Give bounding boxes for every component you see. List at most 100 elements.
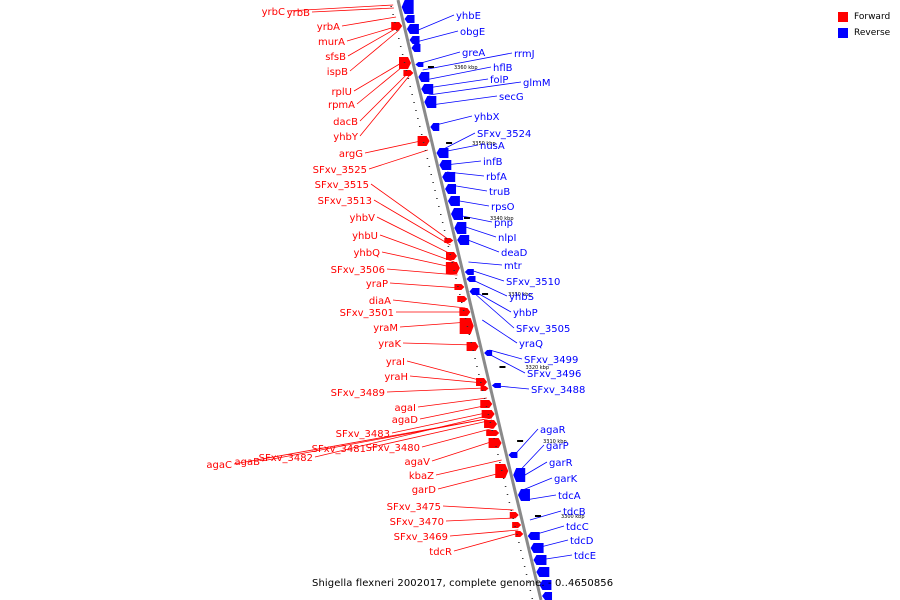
axis-dot — [508, 502, 511, 503]
axis-dot — [428, 166, 431, 167]
forward-gene-label-agac: agaC — [206, 460, 232, 471]
reverse-gene-label-rbfa: rbfA — [486, 172, 507, 183]
forward-gene-label-ispb: ispB — [327, 67, 348, 78]
forward-gene-block-37 — [480, 400, 493, 408]
axis-dot — [504, 486, 507, 487]
axis-dot — [493, 438, 495, 439]
forward-connector-sfxv-3525 — [368, 149, 428, 170]
reverse-gene-label-pnp: pnp — [494, 218, 513, 229]
reverse-swatch — [838, 27, 848, 38]
axis-dot — [407, 78, 410, 79]
axis-dot — [411, 94, 413, 95]
axis-dot — [445, 238, 448, 239]
reverse-gene-block-16 — [442, 172, 456, 182]
axis-dot — [447, 246, 450, 247]
forward-gene-label-yhby: yhbY — [333, 132, 359, 143]
reverse-gene-block-0 — [401, 0, 414, 14]
forward-gene-label-yrba: yrbA — [317, 22, 340, 33]
reverse-gene-label-gark: garK — [554, 474, 578, 485]
forward-connector-yrai — [406, 360, 483, 382]
forward-gene-label-agav: agaV — [405, 457, 431, 468]
kbp-tick-mark — [534, 515, 541, 517]
forward-gene-block-27 — [454, 284, 465, 290]
kbp-tick-label: 3300 kbp — [561, 514, 585, 520]
reverse-connector-trub — [450, 184, 488, 192]
axis-dot — [419, 126, 421, 127]
axis-dot — [491, 430, 493, 431]
axis-dot — [455, 278, 457, 279]
axis-dot — [453, 270, 455, 271]
axis-dot — [495, 446, 497, 447]
reverse-connector-yhbp — [475, 291, 512, 313]
gene-labels: yrbC yrbB yrbA murA sfsB ispB rplU rpmA dacB yhbY… — [206, 7, 596, 562]
kbp-tick-mark — [517, 440, 524, 442]
legend-forward: Forward — [838, 9, 898, 24]
axis-dot — [527, 582, 530, 583]
forward-gene-label-agad: agaD — [392, 415, 419, 426]
axis-dot — [424, 150, 427, 151]
forward-gene-block-7 — [403, 70, 414, 76]
forward-connector-agad — [419, 404, 489, 420]
axis-dot — [501, 470, 503, 471]
reverse-connector-sfxv-3505 — [476, 294, 515, 329]
reverse-gene-block-33 — [484, 350, 493, 356]
axis-dot — [510, 510, 513, 511]
axis-dot — [512, 518, 514, 519]
forward-connector-sfxv-3513 — [373, 199, 451, 246]
reverse-gene-block-19 — [451, 208, 464, 220]
forward-gene-block-24 — [445, 262, 460, 274]
forward-connector-yhbq — [381, 251, 456, 269]
reverse-gene-label-sfxv-3499: SFxv_3499 — [524, 355, 578, 366]
axis-dot — [409, 86, 411, 87]
forward-gene-label-agai: agaI — [394, 403, 416, 414]
kbp-tick-mark — [463, 217, 470, 219]
forward-gene-label-yram: yraM — [373, 323, 398, 334]
axis-dot — [430, 174, 432, 175]
kbp-tick-label: 3320 kbp — [525, 365, 549, 371]
reverse-gene-label-secg: secG — [499, 92, 524, 103]
forward-gene-label-yrbc: yrbC — [262, 7, 285, 18]
axis-dot — [443, 230, 446, 231]
forward-connector-sfxv-3469 — [449, 529, 519, 537]
forward-gene-label-yrak: yraK — [378, 339, 401, 350]
reverse-gene-block-45 — [517, 489, 530, 501]
axis-dot — [520, 550, 522, 551]
reverse-gene-label-yhbe: yhbE — [456, 11, 481, 22]
reverse-gene-block-17 — [445, 184, 457, 194]
reverse-gene-block-9 — [418, 72, 430, 82]
forward-gene-label-rpma: rpmA — [328, 100, 355, 111]
forward-gene-block-13 — [417, 136, 430, 146]
reverse-gene-block-12 — [430, 123, 440, 131]
reverse-gene-label-sfxv-3510: SFxv_3510 — [506, 277, 560, 288]
forward-connector-mura — [346, 25, 399, 42]
forward-connector-agav — [431, 439, 497, 462]
forward-connector-yram — [399, 321, 469, 328]
axis-dot — [392, 14, 394, 15]
forward-gene-label-sfxv-3470: SFxv_3470 — [390, 517, 444, 528]
reverse-connector-glmm — [428, 81, 522, 96]
axis-dot — [485, 406, 488, 407]
reverse-gene-block-18 — [447, 196, 460, 206]
forward-connector-yhby — [359, 74, 411, 137]
label-connectors — [233, 4, 573, 561]
forward-gene-block-41 — [488, 438, 502, 448]
axis-dot — [451, 262, 453, 263]
reverse-connector-sfxv-3496 — [490, 354, 526, 374]
forward-connector-yrbc — [286, 4, 394, 12]
axis-dot — [476, 366, 478, 367]
reverse-connector-garp — [518, 444, 545, 473]
forward-gene-block-39 — [484, 420, 498, 428]
reverse-gene-block-15 — [439, 160, 452, 170]
forward-gene-block-30 — [459, 308, 471, 316]
forward-connector-yrba — [341, 16, 397, 27]
forward-gene-label-argg: argG — [339, 149, 363, 160]
reverse-connector-sfxv-3524 — [441, 132, 476, 151]
axis-dot — [497, 454, 499, 455]
gene-blocks — [391, 0, 553, 600]
forward-gene-block-35 — [480, 386, 489, 391]
reverse-gene-label-rrmj: rrmJ — [514, 49, 535, 60]
forward-gene-label-gard: garD — [412, 485, 437, 496]
reverse-gene-block-14 — [436, 148, 449, 158]
forward-connector-sfxv-3515 — [370, 183, 450, 241]
reverse-connector-sfxv-3510 — [470, 269, 505, 282]
